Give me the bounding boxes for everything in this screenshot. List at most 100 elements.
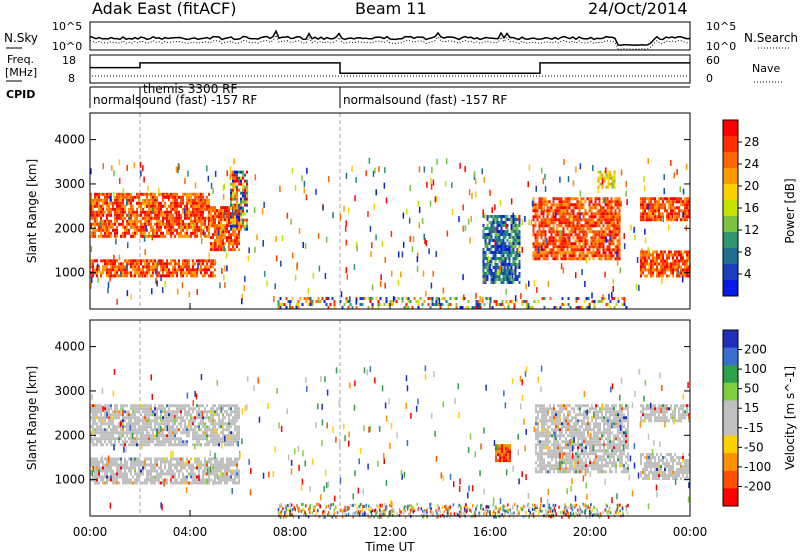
- velocity-cell: [218, 463, 220, 467]
- power-cell: [116, 216, 118, 220]
- power-cell: [494, 214, 497, 218]
- power-cell: [120, 204, 122, 208]
- power-cell: [586, 224, 589, 228]
- power-cell: [542, 254, 545, 258]
- power-scatter: [156, 260, 159, 267]
- power-cell: [490, 235, 493, 239]
- power-cell: [130, 207, 132, 211]
- power-cell: [327, 306, 330, 310]
- power-cell: [656, 259, 658, 263]
- power-cell: [576, 221, 579, 225]
- velocity-cell: [146, 437, 148, 441]
- power-cell: [600, 227, 603, 231]
- power-cell: [602, 230, 605, 234]
- velocity-cell: [116, 481, 118, 485]
- velocity-cell: [148, 407, 150, 411]
- velocity-cell: [503, 456, 505, 460]
- power-cell: [496, 274, 499, 278]
- power-cell: [168, 271, 170, 275]
- velocity-cell: [126, 434, 128, 438]
- power-cell: [194, 207, 196, 211]
- velocity-cell: [92, 460, 94, 464]
- power-cell: [162, 271, 164, 275]
- power-cell: [598, 242, 601, 246]
- velocity-cell: [140, 425, 142, 429]
- power-cell: [134, 210, 136, 214]
- power-scatter: [262, 240, 264, 247]
- power-cell: [644, 206, 646, 210]
- power-cell: [559, 306, 562, 310]
- power-cell: [586, 239, 589, 243]
- velocity-cell: [236, 410, 238, 414]
- power-scatter: [98, 267, 100, 274]
- power-cell: [132, 268, 134, 272]
- power-scatter: [145, 224, 148, 231]
- power-cell: [108, 231, 110, 235]
- power-cell: [461, 306, 464, 310]
- power-cell: [220, 233, 222, 237]
- power-cell: [210, 212, 212, 216]
- power-cell: [120, 265, 122, 269]
- power-cell: [150, 192, 152, 196]
- power-cell: [550, 248, 553, 252]
- velocity-cell: [499, 456, 501, 460]
- power-cell: [208, 219, 210, 223]
- power-cell: [684, 197, 686, 201]
- power-cell: [534, 257, 537, 261]
- power-cell: [506, 256, 509, 260]
- nsky-label: N.Sky: [4, 31, 38, 45]
- power-cell: [606, 248, 609, 252]
- power-cell: [590, 242, 593, 246]
- power-cell: [92, 262, 94, 266]
- velocity-cell: [136, 422, 138, 426]
- power-cell: [521, 300, 524, 304]
- velocity-cell: [162, 404, 164, 408]
- power-cell: [584, 218, 587, 222]
- power-scatter: [475, 191, 477, 198]
- power-cell: [498, 232, 501, 236]
- power-cell: [202, 195, 204, 199]
- power-cell: [684, 206, 686, 210]
- power-cell: [174, 271, 176, 275]
- velocity-cell: [222, 457, 224, 461]
- power-cell: [240, 221, 242, 225]
- power-cell: [592, 233, 595, 237]
- power-cell: [668, 256, 670, 260]
- power-cell: [146, 213, 148, 217]
- power-cell: [204, 234, 206, 238]
- power-cell: [238, 242, 240, 246]
- power-cell: [656, 274, 658, 278]
- power-cell: [513, 306, 516, 310]
- power-cell: [664, 259, 666, 263]
- power-cell: [136, 222, 138, 226]
- power-cell: [606, 239, 609, 243]
- velocity-cell: [230, 413, 232, 417]
- power-cell: [118, 201, 120, 205]
- power-cell: [600, 257, 603, 261]
- power-cell: [543, 297, 546, 301]
- power-cell: [494, 262, 497, 266]
- power-scatter: [401, 251, 404, 258]
- velocity-cell: [112, 472, 114, 476]
- velocity-cell: [190, 419, 192, 423]
- velocity-cell: [222, 437, 224, 441]
- velocity-cell: [206, 443, 208, 447]
- velocity-cell: [198, 434, 200, 438]
- velocity-cell: [148, 472, 150, 476]
- velocity-cell: [234, 410, 236, 414]
- power-cell: [200, 204, 202, 208]
- power-cell: [218, 215, 220, 219]
- velocity-cell: [144, 419, 146, 423]
- power-cell: [126, 225, 128, 229]
- velocity-cell: [108, 440, 110, 444]
- velocity-cell: [495, 456, 497, 460]
- power-cell: [281, 303, 284, 307]
- power-scatter: [306, 167, 308, 174]
- power-cell: [596, 245, 599, 249]
- power-cell: [594, 236, 597, 240]
- power-cell: [492, 280, 495, 284]
- power-cell: [664, 250, 666, 254]
- power-cell: [162, 231, 164, 235]
- velocity-cell: [116, 410, 118, 414]
- power-cell: [230, 197, 232, 201]
